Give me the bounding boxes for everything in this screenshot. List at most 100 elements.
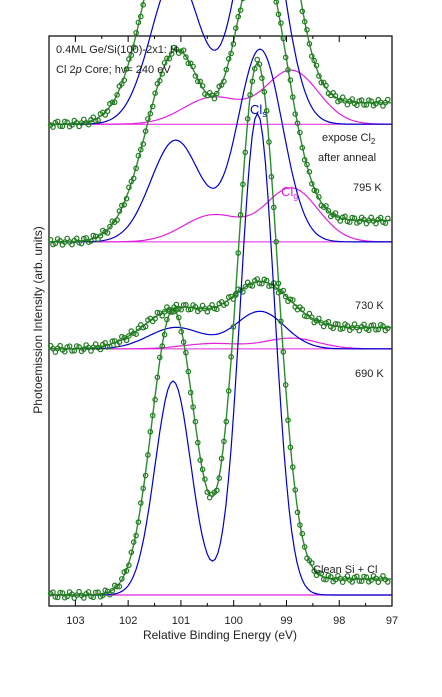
data-point-clean-si-cl	[363, 574, 370, 581]
data-point-730-k	[316, 194, 322, 200]
data-point-690-k	[289, 297, 296, 303]
data-point-690-k	[242, 283, 249, 290]
data-point-730-k	[287, 77, 294, 83]
data-point-clean-si-cl	[268, 173, 275, 180]
data-point-730-k	[140, 141, 147, 147]
data-point-690-k	[308, 314, 315, 321]
data-point-690-k	[173, 301, 180, 308]
surface-component-clean-si-cl	[49, 112, 392, 596]
data-point-clean-si-cl	[195, 439, 201, 446]
data-point-795-k	[126, 56, 132, 63]
data-point-795-k	[102, 112, 109, 118]
data-point-795-k	[316, 73, 322, 79]
data-point-690-k	[370, 322, 377, 328]
data-point-690-k	[180, 302, 187, 308]
data-point-795-k	[301, 18, 308, 25]
data-point-690-k	[159, 312, 166, 319]
data-point-730-k	[104, 230, 111, 236]
data-point-690-k	[330, 325, 337, 332]
series-group	[47, 0, 393, 601]
data-point-730-k	[349, 214, 356, 221]
data-point-730-k	[313, 188, 320, 195]
data-point-clean-si-cl	[297, 522, 303, 528]
data-point-690-k	[214, 306, 220, 313]
data-point-690-k	[69, 348, 75, 354]
data-point-690-k	[301, 313, 308, 319]
data-point-clean-si-cl	[384, 579, 391, 585]
spectrum-label-795k: 795 K	[353, 182, 382, 194]
data-point-clean-si-cl	[159, 343, 166, 349]
data-point-690-k	[375, 326, 382, 333]
data-point-730-k	[342, 213, 348, 220]
data-point-730-k	[384, 215, 391, 222]
data-point-clean-si-cl	[109, 587, 116, 594]
data-point-730-k	[107, 223, 113, 230]
data-point-795-k	[313, 62, 320, 69]
data-point-690-k	[282, 293, 289, 300]
data-point-690-k	[123, 337, 130, 344]
data-point-730-k	[197, 78, 204, 85]
data-point-clean-si-cl	[161, 331, 168, 338]
data-point-clean-si-cl	[380, 572, 386, 579]
data-point-clean-si-cl	[126, 562, 132, 569]
data-point-690-k	[335, 321, 341, 327]
data-point-clean-si-cl	[249, 78, 256, 85]
data-point-795-k	[135, 19, 142, 26]
data-point-730-k	[377, 214, 384, 221]
data-point-clean-si-cl	[216, 475, 223, 481]
data-point-730-k	[356, 218, 363, 225]
x-axis-title: Relative Binding Energy (eV)	[143, 628, 297, 642]
data-point-730-k	[159, 71, 166, 77]
data-point-795-k	[64, 119, 71, 126]
data-point-795-k	[332, 93, 339, 99]
data-point-clean-si-cl	[176, 314, 182, 321]
data-point-795-k	[95, 117, 101, 124]
data-point-730-k	[304, 161, 310, 168]
data-point-clean-si-cl	[92, 589, 99, 596]
data-point-795-k	[363, 102, 370, 108]
data-point-795-k	[92, 118, 99, 124]
data-point-690-k	[263, 277, 270, 284]
data-point-clean-si-cl	[275, 280, 282, 287]
data-point-730-k	[292, 111, 299, 117]
data-point-clean-si-cl	[261, 89, 268, 95]
data-point-730-k	[164, 55, 170, 62]
data-point-clean-si-cl	[327, 574, 334, 580]
data-point-clean-si-cl	[192, 418, 199, 425]
data-point-795-k	[104, 108, 111, 114]
data-point-clean-si-cl	[308, 560, 315, 566]
data-point-795-k	[69, 122, 75, 128]
data-point-730-k	[273, 0, 279, 5]
data-point-795-k	[323, 82, 329, 89]
data-point-690-k	[384, 325, 391, 332]
data-point-690-k	[107, 343, 113, 350]
data-point-730-k	[157, 77, 163, 84]
data-point-795-k	[109, 99, 116, 106]
data-point-clean-si-cl	[235, 250, 242, 256]
data-point-690-k	[185, 306, 192, 313]
data-point-clean-si-cl	[185, 368, 192, 375]
data-point-clean-si-cl	[285, 417, 291, 424]
data-point-690-k	[344, 323, 351, 329]
data-point-730-k	[121, 202, 128, 208]
data-point-690-k	[332, 321, 339, 327]
data-point-690-k	[71, 347, 78, 354]
data-point-795-k	[121, 77, 128, 84]
data-point-clean-si-cl	[240, 181, 246, 188]
data-point-clean-si-cl	[237, 212, 244, 218]
data-point-795-k	[354, 102, 360, 109]
data-point-690-k	[142, 323, 149, 330]
data-point-730-k	[168, 51, 175, 57]
data-point-730-k	[351, 215, 358, 222]
data-point-690-k	[76, 344, 82, 350]
data-point-730-k	[126, 184, 132, 191]
data-point-730-k	[373, 220, 379, 227]
data-point-730-k	[223, 66, 230, 73]
data-point-730-k	[332, 210, 339, 216]
data-point-795-k	[114, 92, 120, 98]
data-point-clean-si-cl	[178, 328, 185, 335]
data-point-795-k	[119, 81, 125, 87]
x-tick-label-103: 103	[66, 615, 84, 627]
data-point-690-k	[380, 323, 386, 329]
